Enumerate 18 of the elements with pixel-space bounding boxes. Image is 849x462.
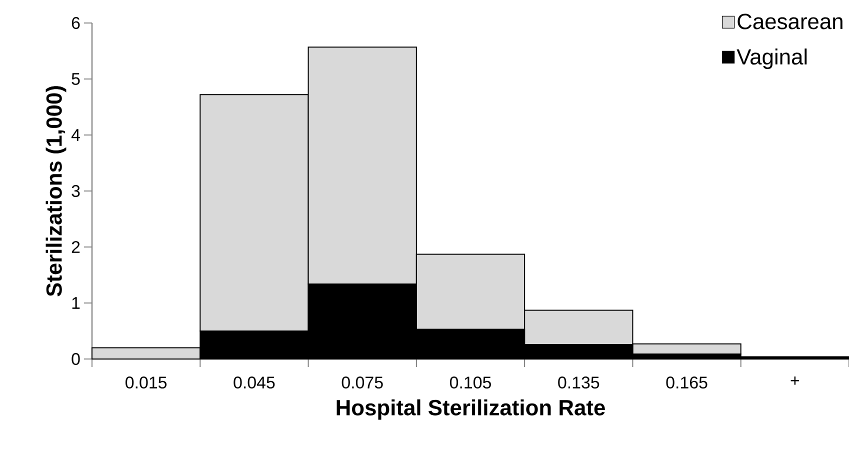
x-tick-label: 0.105 <box>450 376 491 389</box>
x-tick-label: + <box>790 376 800 385</box>
x-tick-label: 0.015 <box>126 376 167 389</box>
y-tick-label: 4 <box>71 129 80 141</box>
legend-label: Vaginal <box>736 48 807 69</box>
x-tick-label: 0.045 <box>234 376 275 389</box>
y-tick-label: 6 <box>72 17 80 30</box>
y-tick-label: 0 <box>72 353 80 365</box>
y-axis-title: Sterilizations (1,000) <box>46 86 66 296</box>
y-tick-label: 5 <box>72 73 80 85</box>
y-tick-label: 2 <box>72 241 80 253</box>
y-tick-label: 1 <box>72 297 80 309</box>
x-tick-label: 0.075 <box>342 376 383 389</box>
y-tick-label: 3 <box>72 185 80 198</box>
x-axis-title: Hospital Sterilization Rate <box>336 399 605 420</box>
x-tick-label: 0.165 <box>666 376 708 389</box>
x-tick-label: 0.135 <box>558 376 600 389</box>
legend-label: Caesarean <box>738 14 842 30</box>
